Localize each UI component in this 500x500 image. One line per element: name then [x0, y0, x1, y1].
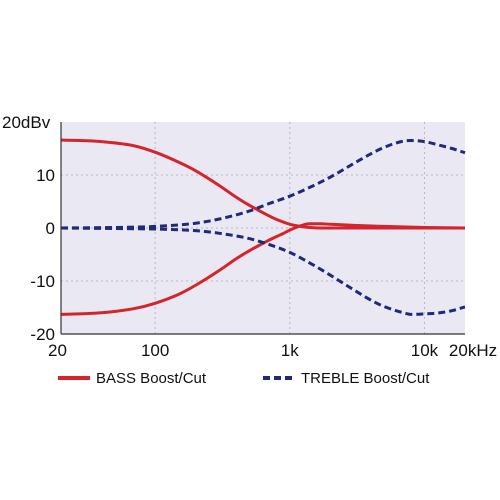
bass-cut-curve [60, 222, 466, 316]
x-tick-label: 10k [411, 341, 439, 360]
y-tick-label: 20dBv [2, 113, 51, 132]
y-tick-label: -10 [30, 272, 55, 291]
treble-boost-curve [60, 139, 466, 230]
x-tick-label: 20 [48, 341, 67, 360]
legend: BASS Boost/Cut TREBLE Boost/Cut [58, 370, 430, 387]
x-tick-labels: 20 100 1k 10k 20kHz [48, 341, 497, 360]
axes [60, 122, 465, 335]
y-tick-labels: 20dBv 10 0 -10 -20 [2, 113, 55, 344]
x-tick-label: 100 [141, 341, 169, 360]
series-layer [60, 138, 466, 316]
x-tick-label: 20kHz [449, 341, 497, 360]
x-tick-label: 1k [281, 341, 299, 360]
treble-legend-label: TREBLE Boost/Cut [301, 370, 430, 387]
y-tick-label: 0 [46, 219, 55, 238]
bass-legend-label: BASS Boost/Cut [96, 370, 207, 387]
y-tick-label: -20 [30, 325, 55, 344]
treble-cut-curve [60, 226, 466, 316]
bass-boost-curve [60, 138, 465, 230]
y-tick-label: 10 [36, 166, 55, 185]
